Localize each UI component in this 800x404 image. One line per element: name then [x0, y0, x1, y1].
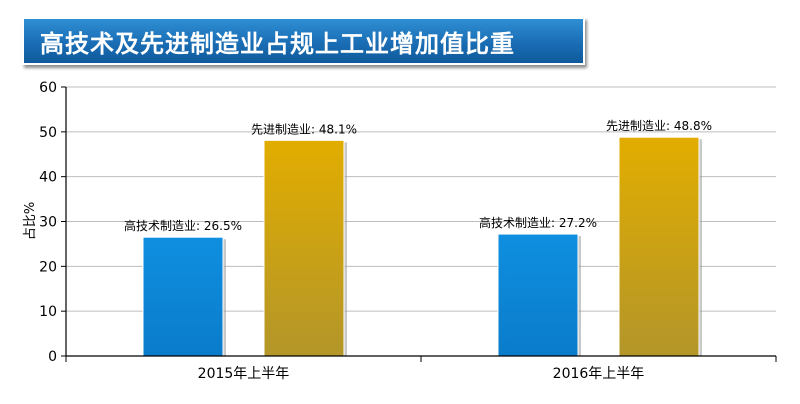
- bar-data-label: 高技术制造业: 27.2%: [479, 215, 597, 230]
- bar: [263, 139, 345, 357]
- y-tick-label: 0: [48, 349, 57, 365]
- bar: [497, 233, 579, 357]
- chart-title: 高技术及先进制造业占规上工业增加值比重: [22, 17, 585, 65]
- x-category-label: 2016年上半年: [553, 366, 645, 382]
- y-axis-title: 占比%: [23, 202, 38, 240]
- x-category-label: 2015年上半年: [198, 366, 290, 382]
- y-tick-label: 10: [39, 304, 57, 320]
- y-tick-label: 40: [39, 170, 57, 186]
- bar-data-label: 高技术制造业: 26.5%: [124, 218, 242, 233]
- y-tick-label: 60: [39, 80, 57, 96]
- bar: [618, 136, 700, 357]
- bar: [142, 236, 224, 357]
- y-tick-label: 20: [39, 259, 57, 275]
- bar-data-label: 先进制造业: 48.8%: [606, 119, 712, 133]
- y-tick-label: 50: [39, 125, 57, 141]
- bar-data-label: 先进制造业: 48.1%: [251, 122, 357, 136]
- y-tick-label: 30: [39, 215, 57, 231]
